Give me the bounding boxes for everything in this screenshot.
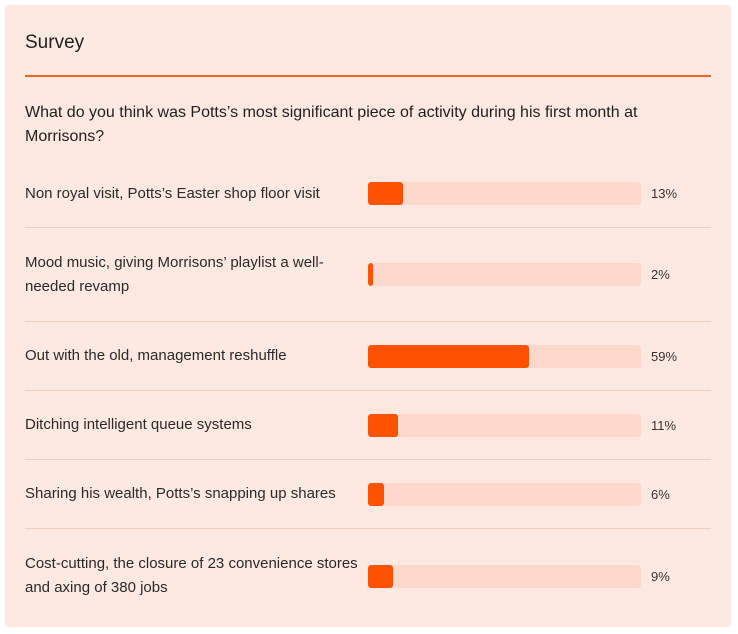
survey-option-1[interactable]: Non royal visit, Potts’s Easter shop flo…	[25, 160, 711, 228]
result-bar-fill	[368, 482, 385, 506]
option-label: Cost-cutting, the closure of 23 convenie…	[25, 555, 358, 596]
option-percent: 6%	[651, 486, 670, 502]
survey-question: What do you think was Potts’s most signi…	[25, 104, 638, 145]
result-bar-fill	[368, 182, 404, 205]
survey-option-4[interactable]: Ditching intelligent queue systems 11%	[25, 391, 711, 460]
option-label: Mood music, giving Morrisons’ playlist a…	[25, 253, 324, 295]
option-percent: 2%	[651, 267, 670, 282]
option-percent: 13%	[651, 186, 678, 201]
survey-title: Survey	[25, 32, 85, 53]
option-label: Sharing his wealth, Potts’s snapping up …	[25, 485, 336, 502]
option-label: Ditching intelligent queue systems	[25, 416, 252, 433]
title-divider	[25, 75, 711, 77]
option-percent: 9%	[651, 568, 670, 584]
option-percent: 11%	[651, 417, 677, 433]
result-bar-track	[368, 263, 641, 286]
survey-option-2[interactable]: Mood music, giving Morrisons’ playlist a…	[25, 228, 711, 322]
survey-option-6[interactable]: Cost-cutting, the closure of 23 convenie…	[25, 529, 711, 623]
option-label: Out with the old, management reshuffle	[25, 347, 287, 364]
option-label: Non royal visit, Potts’s Easter shop flo…	[25, 184, 320, 202]
result-bar-fill	[368, 564, 393, 588]
survey-option-5[interactable]: Sharing his wealth, Potts’s snapping up …	[25, 460, 711, 529]
result-bar-track	[368, 482, 641, 506]
survey-card: Survey What do you think was Potts’s mos…	[5, 5, 731, 627]
survey-option-3[interactable]: Out with the old, management reshuffle 5…	[25, 322, 711, 391]
result-bar-track	[368, 564, 641, 588]
result-bar-track	[368, 413, 641, 437]
result-bar-track	[368, 344, 641, 368]
survey-options: Non royal visit, Potts’s Easter shop flo…	[25, 160, 711, 623]
result-bar-fill	[368, 263, 374, 286]
result-bar-fill	[368, 344, 530, 368]
option-percent: 59%	[651, 348, 678, 364]
result-bar-fill	[368, 413, 399, 437]
result-bar-track	[368, 182, 641, 205]
